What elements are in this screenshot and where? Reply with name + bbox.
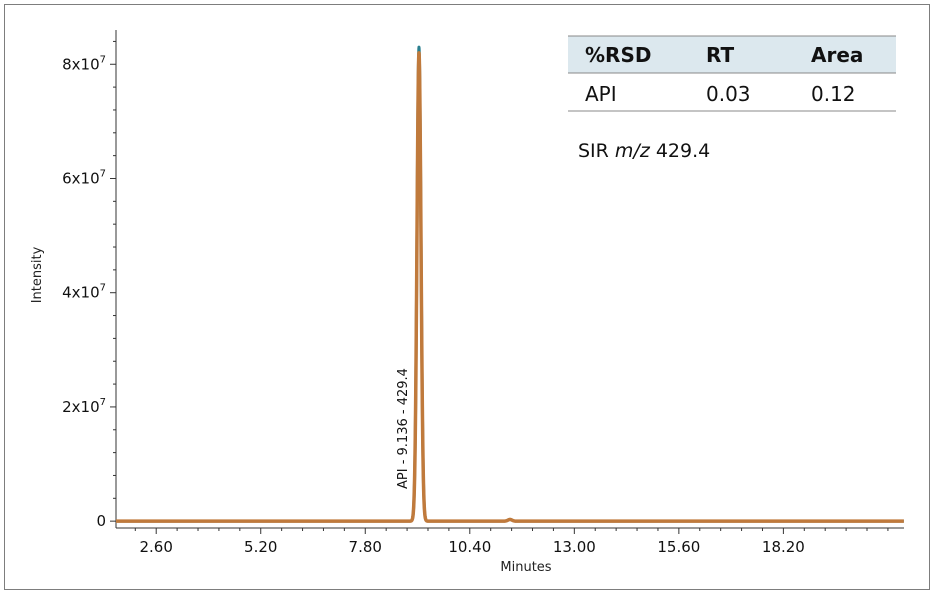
- x-tick-label: 15.60: [657, 538, 700, 556]
- sir-mz: m/z: [615, 140, 651, 162]
- rsd-table: %RSD RT Area API 0.03 0.12: [568, 35, 896, 112]
- table-header-area: Area: [811, 43, 863, 67]
- peak-label: API - 9.136 - 429.4: [396, 368, 411, 489]
- table-header-bg: [568, 36, 896, 73]
- y-ticks: 0 2x107 4x107 6x107 8x107: [62, 40, 116, 530]
- x-tick-label: 10.40: [448, 538, 491, 556]
- table-cell-rt-value: 0.03: [706, 82, 751, 106]
- x-tick-label: 13.00: [553, 538, 596, 556]
- y-tick-label: 6x107: [62, 168, 106, 187]
- y-tick-label: 4x107: [62, 283, 106, 302]
- y-axis-label: Intensity: [30, 246, 45, 303]
- chart-frame: [4, 4, 930, 590]
- sir-annotation: SIR m/z 429.4: [578, 140, 710, 162]
- x-tick-label: 7.80: [349, 538, 382, 556]
- x-ticks: 2.60 5.20 7.80 10.40 13.00 15.60 18.20: [134, 528, 889, 556]
- series-group: [114, 45, 906, 523]
- y-tick-label: 8x107: [62, 54, 106, 73]
- series-line-1: [114, 45, 906, 523]
- x-tick-label: 2.60: [140, 538, 173, 556]
- sir-prefix: SIR: [578, 140, 615, 162]
- table-cell-api: API: [585, 82, 617, 106]
- table-header-rsd: %RSD: [585, 43, 651, 67]
- y-tick-label: 2x107: [62, 397, 106, 416]
- sir-value: 429.4: [650, 140, 710, 162]
- y-tick-label: 0: [96, 512, 106, 530]
- x-tick-label: 5.20: [244, 538, 277, 556]
- table-header-rt: RT: [706, 43, 735, 67]
- x-axis-label: Minutes: [500, 560, 551, 575]
- series-line-2: [114, 51, 906, 523]
- table-cell-area-value: 0.12: [811, 82, 856, 106]
- x-tick-label: 18.20: [762, 538, 805, 556]
